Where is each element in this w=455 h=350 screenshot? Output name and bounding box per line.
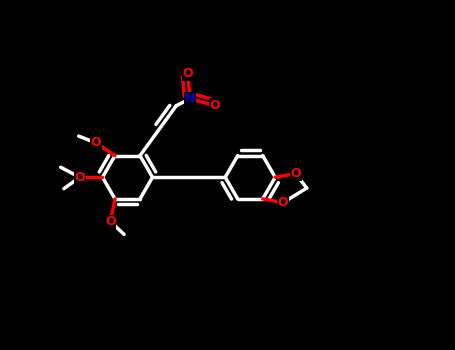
Text: N: N — [185, 92, 195, 105]
Text: O: O — [75, 171, 85, 184]
Text: O: O — [182, 67, 193, 80]
Text: O: O — [91, 136, 101, 149]
Text: O: O — [210, 99, 220, 112]
Text: O: O — [105, 215, 116, 228]
Text: O: O — [278, 196, 288, 209]
Text: O: O — [290, 167, 301, 180]
